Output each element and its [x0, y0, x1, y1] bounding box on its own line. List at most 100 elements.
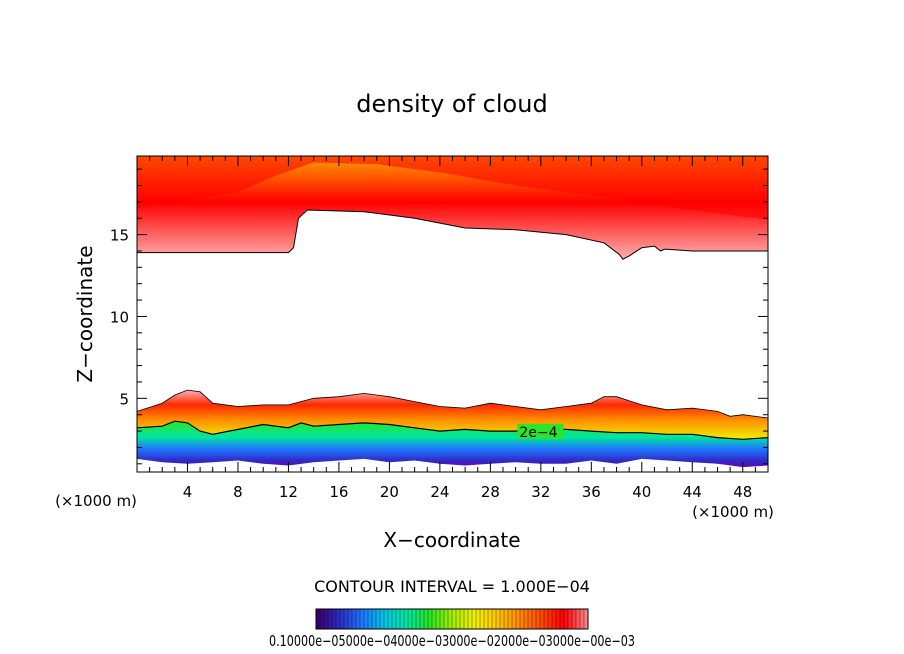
plot-area [137, 156, 768, 468]
colorbar-swatch [512, 609, 517, 629]
colorbar-swatch [552, 609, 557, 629]
colorbar-swatch [448, 609, 453, 629]
colorbar-swatch [332, 609, 337, 629]
colorbar-swatch [320, 609, 325, 629]
upper-cloud-core [137, 156, 768, 220]
colorbar-swatch [476, 609, 481, 629]
colorbar-swatch [544, 609, 549, 629]
y-tick-label: 15 [110, 227, 129, 245]
colorbar-swatch [324, 609, 329, 629]
colorbar-swatch [440, 609, 445, 629]
colorbar [315, 609, 589, 629]
lower-cloud-upper-fill [137, 390, 768, 440]
colorbar-swatch [432, 609, 437, 629]
x-tick-label: 4 [183, 483, 193, 501]
x-tick-label: 16 [329, 483, 348, 501]
contour-label-bg [517, 423, 564, 439]
colorbar-swatch [384, 609, 389, 629]
colorbar-swatch [436, 609, 441, 629]
x-unit-label-left: (×1000 m) [55, 492, 137, 510]
colorbar-swatch [408, 609, 413, 629]
lower-cloud-top-contour [137, 389, 768, 419]
contour-line-2e-4 [137, 420, 768, 440]
colorbar-swatch [480, 609, 485, 629]
colorbar-swatch [496, 609, 501, 629]
colorbar-swatch [556, 609, 561, 629]
colorbar-swatch [572, 609, 577, 629]
x-tick-label: 8 [233, 483, 243, 501]
x-tick-label: 12 [279, 483, 298, 501]
x-tick-label: 44 [683, 483, 702, 501]
colorbar-swatch [500, 609, 505, 629]
colorbar-swatch [464, 609, 469, 629]
colorbar-swatch [376, 609, 381, 629]
colorbar-swatch [340, 609, 345, 629]
colorbar-frame [315, 608, 589, 630]
x-tick-label: 32 [531, 483, 550, 501]
colorbar-swatch [336, 609, 341, 629]
colorbar-swatch [520, 609, 525, 629]
colorbar-swatch [488, 609, 493, 629]
colorbar-labels: 0.10000e−05000e−04000e−03000e−02000e−030… [269, 632, 635, 650]
colorbar-swatch [352, 609, 357, 629]
x-tick-label: 40 [632, 483, 651, 501]
colorbar-swatch [372, 609, 377, 629]
colorbar-swatch [548, 609, 553, 629]
colorbar-swatch [452, 609, 457, 629]
y-tick-label: 5 [119, 390, 129, 408]
x-axis-title: X−coordinate [383, 528, 520, 552]
colorbar-swatch [428, 609, 433, 629]
colorbar-swatch [356, 609, 361, 629]
colorbar-swatch [424, 609, 429, 629]
chart-title: density of cloud [356, 90, 547, 118]
colorbar-swatch [576, 609, 581, 629]
colorbar-swatch [560, 609, 565, 629]
contour-labels: 2e−4 [517, 423, 564, 441]
colorbar-swatch [468, 609, 473, 629]
colorbar-swatch [508, 609, 513, 629]
x-tick-label: 20 [380, 483, 399, 501]
colorbar-swatch [528, 609, 533, 629]
colorbar-swatch [396, 609, 401, 629]
colorbar-swatch [328, 609, 333, 629]
colorbar-swatch [472, 609, 477, 629]
upper-cloud-base-contour [137, 209, 768, 260]
colorbar-swatch [416, 609, 421, 629]
y-tick-label: 10 [110, 308, 129, 326]
colorbar-swatch [344, 609, 349, 629]
colorbar-swatch [460, 609, 465, 629]
colorbar-swatch [364, 609, 369, 629]
colorbar-swatch [504, 609, 509, 629]
colorbar-swatch [540, 609, 545, 629]
colorbar-swatch [568, 609, 573, 629]
x-tick-label: 24 [430, 483, 449, 501]
colorbar-swatch [580, 609, 585, 629]
colorbar-swatch [536, 609, 541, 629]
colorbar-swatch [484, 609, 489, 629]
colorbar-swatch [404, 609, 409, 629]
x-tick-label: 28 [481, 483, 500, 501]
x-tick-label: 48 [733, 483, 752, 501]
colorbar-swatch [400, 609, 405, 629]
colorbar-swatch [524, 609, 529, 629]
colorbar-swatch [360, 609, 365, 629]
colorbar-swatch [516, 609, 521, 629]
y-axis-title: Z−coordinate [73, 245, 97, 382]
colorbar-swatch [388, 609, 393, 629]
colorbar-swatch [368, 609, 373, 629]
colorbar-swatch [420, 609, 425, 629]
colorbar-swatch [456, 609, 461, 629]
colorbar-swatch [584, 609, 589, 629]
x-tick-label: 36 [582, 483, 601, 501]
colorbar-swatch [392, 609, 397, 629]
colorbar-swatch [412, 609, 417, 629]
colorbar-swatch [564, 609, 569, 629]
colorbar-swatch [380, 609, 385, 629]
contour-label: 2e−4 [519, 425, 557, 441]
colorbar-swatch [532, 609, 537, 629]
colorbar-swatch [444, 609, 449, 629]
x-unit-label-right: (×1000 m) [692, 503, 774, 521]
colorbar-swatch [492, 609, 497, 629]
contour-interval-note: CONTOUR INTERVAL = 1.000E−04 [314, 577, 590, 596]
